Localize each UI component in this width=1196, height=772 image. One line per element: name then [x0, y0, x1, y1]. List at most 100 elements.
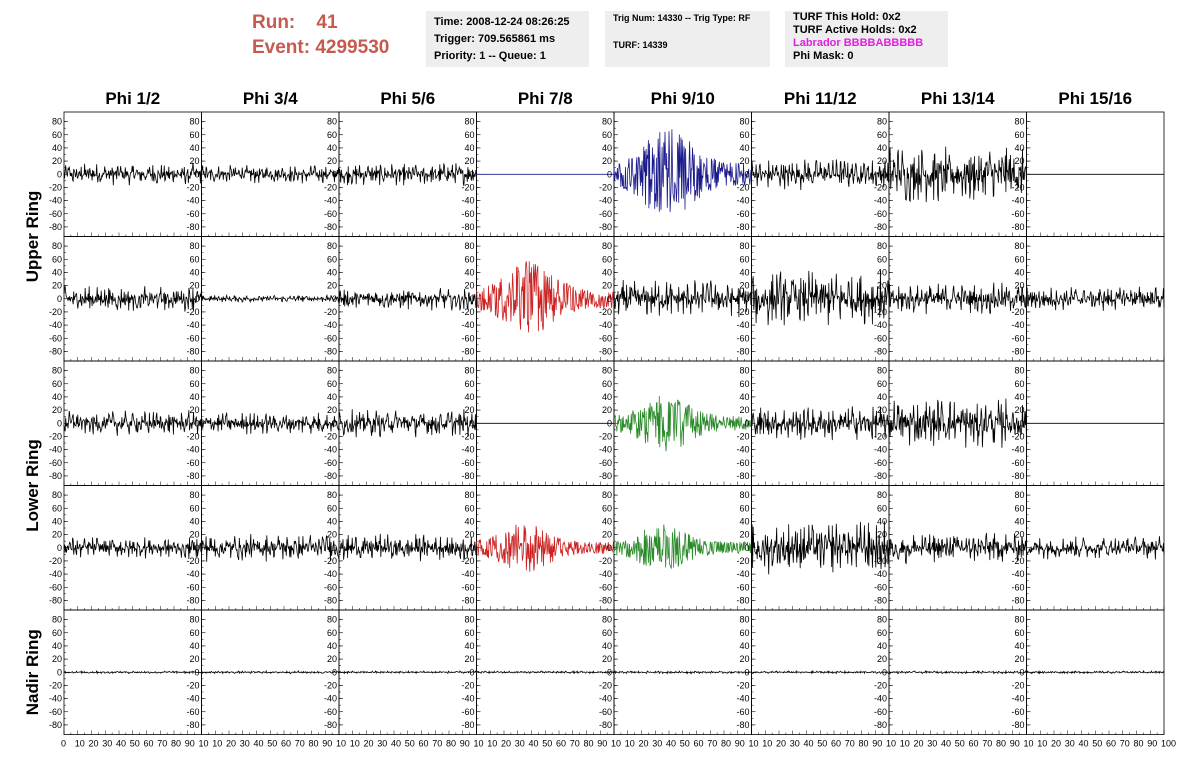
y-tick-label: -20	[1011, 680, 1024, 690]
y-tick-label: 0	[882, 667, 887, 677]
y-tick-label: 80	[464, 241, 474, 251]
y-tick-label: 40	[1014, 392, 1024, 402]
x-tick-label: 10	[1024, 739, 1034, 749]
y-tick-label: 80	[602, 241, 612, 251]
y-tick-label: 20	[1014, 654, 1024, 664]
y-tick-label: -20	[1011, 556, 1024, 566]
y-tick-label: 20	[1014, 530, 1024, 540]
y-tick-label: 80	[327, 615, 337, 625]
y-tick-label: -60	[49, 458, 62, 468]
y-tick-label: -20	[186, 556, 199, 566]
x-tick-label: 10	[749, 739, 759, 749]
y-tick-label: 80	[464, 366, 474, 376]
x-tick-label: 40	[666, 739, 676, 749]
y-tick-label: -80	[874, 222, 887, 232]
column-label: Phi 1/2	[105, 89, 160, 108]
y-tick-label: -40	[599, 445, 612, 455]
y-tick-label: -80	[461, 595, 474, 605]
y-tick-label: 0	[607, 418, 612, 428]
y-tick-label: 80	[52, 366, 62, 376]
y-tick-label: 60	[877, 130, 887, 140]
y-tick-label: -60	[874, 209, 887, 219]
x-tick-label: 10	[199, 739, 209, 749]
y-tick-label: -80	[1011, 471, 1024, 481]
labrador-text: Labrador BBBBABBBBB	[793, 37, 924, 49]
trace-line	[1026, 286, 1165, 311]
x-tick-label: 50	[405, 739, 415, 749]
y-tick-label: -20	[874, 556, 887, 566]
x-tick-label: 30	[927, 739, 937, 749]
y-tick-label: -20	[324, 431, 337, 441]
x-tick-label: 70	[982, 739, 992, 749]
y-tick-label: 60	[189, 628, 199, 638]
y-tick-label: -40	[186, 320, 199, 330]
column-label: Phi 13/14	[921, 89, 995, 108]
y-tick-label: 20	[877, 654, 887, 664]
y-tick-label: 0	[332, 418, 337, 428]
panel-frame	[201, 111, 340, 237]
y-tick-label: 60	[327, 379, 337, 389]
y-tick-label: 0	[882, 169, 887, 179]
y-tick-label: 80	[877, 490, 887, 500]
y-tick-label: -20	[599, 556, 612, 566]
trace-line	[751, 270, 890, 326]
y-tick-label: -80	[736, 346, 749, 356]
y-tick-label: -80	[599, 595, 612, 605]
y-tick-label: 40	[464, 516, 474, 526]
y-tick-label: -60	[1011, 333, 1024, 343]
y-tick-label: -60	[736, 582, 749, 592]
trace-line	[63, 410, 202, 436]
y-tick-label: -20	[599, 680, 612, 690]
y-tick-label: -80	[1011, 222, 1024, 232]
x-tick-label: 60	[694, 739, 704, 749]
y-tick-label: 60	[602, 628, 612, 638]
y-tick-label: 20	[877, 156, 887, 166]
x-tick-label: 100	[1161, 739, 1176, 749]
column-label: Phi 3/4	[243, 89, 298, 108]
y-tick-label: 40	[877, 641, 887, 651]
y-tick-label: 0	[194, 543, 199, 553]
trig-info-box: Trig Num: 14330 -- Trig Type: RF TURF: 1…	[605, 11, 770, 67]
y-tick-label: -40	[1011, 196, 1024, 206]
x-tick-label: 60	[144, 739, 154, 749]
x-tick-label: 80	[859, 739, 869, 749]
y-tick-label: -80	[1011, 346, 1024, 356]
x-tick-label: 30	[652, 739, 662, 749]
y-tick-label: -80	[874, 720, 887, 730]
y-tick-label: 80	[189, 490, 199, 500]
y-tick-label: 80	[1014, 117, 1024, 127]
turf-info-box: TURF This Hold: 0x2 TURF Active Holds: 0…	[785, 11, 948, 67]
x-tick-label: 80	[721, 739, 731, 749]
y-tick-label: -60	[324, 707, 337, 717]
column-label: Phi 15/16	[1058, 89, 1132, 108]
y-tick-label: -80	[461, 222, 474, 232]
y-tick-label: 0	[1019, 543, 1024, 553]
y-tick-label: 80	[1014, 615, 1024, 625]
y-tick-label: -60	[874, 333, 887, 343]
y-tick-label: -40	[49, 196, 62, 206]
y-tick-label: 20	[739, 405, 749, 415]
y-tick-label: 0	[194, 418, 199, 428]
trace-line	[751, 521, 890, 575]
y-tick-label: 60	[739, 130, 749, 140]
y-tick-label: 0	[469, 418, 474, 428]
y-tick-label: 80	[464, 117, 474, 127]
x-tick-label: 20	[501, 739, 511, 749]
y-tick-label: -80	[186, 720, 199, 730]
x-tick-label: 90	[1147, 739, 1157, 749]
y-tick-label: 80	[52, 615, 62, 625]
y-tick-label: 0	[744, 418, 749, 428]
x-tick-label: 10	[900, 739, 910, 749]
y-tick-label: -20	[1011, 431, 1024, 441]
x-tick-label: 50	[817, 739, 827, 749]
y-tick-label: -20	[874, 680, 887, 690]
y-tick-label: 40	[189, 641, 199, 651]
x-tick-label: 10	[487, 739, 497, 749]
y-tick-label: 40	[52, 516, 62, 526]
x-tick-label: 80	[584, 739, 594, 749]
y-tick-label: -60	[599, 333, 612, 343]
y-tick-label: 80	[1014, 366, 1024, 376]
y-tick-label: -60	[324, 582, 337, 592]
y-tick-label: -20	[324, 680, 337, 690]
y-tick-label: 20	[464, 654, 474, 664]
